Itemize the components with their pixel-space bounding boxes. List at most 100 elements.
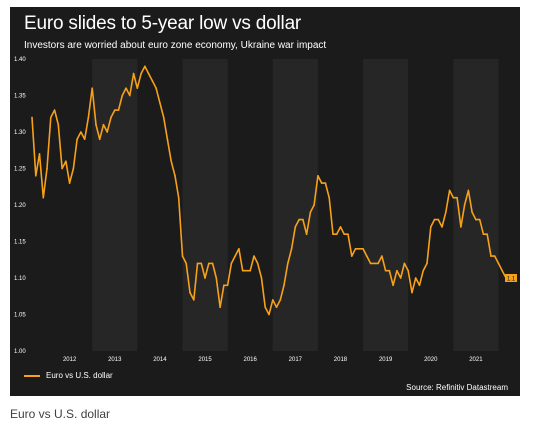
data-point [140, 72, 142, 75]
data-point [129, 94, 131, 97]
data-point [298, 218, 300, 221]
data-point [83, 138, 86, 141]
x-tick-label: 2017 [289, 357, 303, 363]
data-point [497, 262, 500, 265]
y-tick-label: 1.10 [14, 276, 26, 282]
y-tick-label: 1.20 [14, 203, 26, 209]
chart-title: Euro slides to 5-year low vs dollar [24, 13, 302, 34]
x-tick-label: 2014 [153, 357, 167, 363]
data-point [50, 116, 52, 119]
data-point [411, 291, 413, 294]
data-point [377, 262, 379, 265]
data-point [460, 226, 462, 228]
data-point [279, 299, 282, 301]
data-point [253, 255, 255, 257]
data-point [219, 306, 221, 309]
data-point [264, 306, 267, 309]
data-point [313, 204, 315, 206]
data-point [493, 255, 496, 257]
data-point [144, 65, 146, 68]
data-point [467, 189, 470, 192]
data-point [117, 109, 120, 111]
data-point [437, 218, 440, 221]
data-point [185, 262, 188, 265]
data-point [68, 182, 71, 184]
data-point [275, 306, 278, 309]
data-point [482, 233, 485, 235]
data-point [429, 226, 432, 228]
data-point [121, 94, 124, 97]
data-point [80, 131, 82, 133]
y-tick-label: 1.15 [14, 240, 26, 246]
data-point [95, 123, 97, 126]
data-point [490, 255, 492, 257]
data-point [98, 138, 101, 141]
data-point [65, 160, 67, 162]
data-point [399, 277, 402, 279]
data-point [287, 262, 289, 265]
data-point [113, 109, 116, 111]
data-point [241, 269, 244, 272]
chart-subtitle: Investors are worried about euro zone ec… [24, 40, 327, 51]
data-point [234, 255, 236, 257]
data-point [445, 211, 447, 214]
data-point [414, 277, 417, 279]
end-value-badge [505, 274, 517, 282]
data-point [354, 248, 357, 250]
data-point [106, 131, 109, 133]
data-point [309, 211, 312, 214]
data-point [339, 226, 342, 228]
data-point [328, 196, 330, 199]
data-point [31, 116, 33, 119]
data-point [38, 153, 41, 155]
data-point [42, 196, 45, 199]
data-point [204, 277, 206, 279]
data-point [486, 233, 488, 235]
data-point [53, 109, 56, 111]
line-chart: 1.00 1.05 1.10 1.15 1.20 1.25 1.30 1.35 1.40 2012… [14, 57, 517, 363]
legend-swatch [24, 374, 40, 377]
x-tick-label: 2013 [108, 357, 122, 363]
data-point [418, 284, 421, 287]
data-point [290, 248, 293, 250]
data-point [362, 248, 364, 250]
data-point [343, 233, 346, 235]
data-point [373, 262, 376, 265]
y-tick-label: 1.05 [14, 313, 26, 319]
data-point [268, 313, 270, 316]
data-point [91, 87, 93, 89]
data-point [475, 218, 477, 221]
y-tick-label: 1.25 [14, 167, 26, 173]
data-point [433, 218, 436, 221]
data-point [302, 218, 304, 221]
data-point [256, 262, 259, 265]
data-point [358, 248, 361, 250]
data-point [226, 284, 229, 287]
data-point [181, 255, 184, 257]
data-point [324, 182, 327, 184]
data-point [317, 175, 319, 177]
data-point [57, 123, 60, 126]
data-point [426, 262, 428, 265]
data-point [34, 175, 37, 177]
data-point [211, 262, 214, 265]
data-point [76, 138, 78, 141]
image-caption: Euro vs U.S. dollar [10, 407, 111, 421]
data-point [335, 233, 338, 235]
data-point [283, 284, 285, 287]
data-point [407, 269, 409, 272]
year-band [453, 59, 499, 351]
data-point [208, 262, 210, 265]
data-point [463, 204, 466, 206]
data-point [441, 226, 443, 228]
data-point [223, 284, 225, 287]
data-point [151, 80, 154, 82]
data-point [170, 160, 172, 162]
y-tick-label: 1.35 [14, 94, 26, 100]
data-point [166, 138, 169, 141]
data-point [238, 248, 240, 250]
x-tick-label: 2020 [424, 357, 438, 363]
data-point [305, 233, 308, 235]
data-point [72, 167, 75, 170]
data-point [196, 262, 199, 265]
